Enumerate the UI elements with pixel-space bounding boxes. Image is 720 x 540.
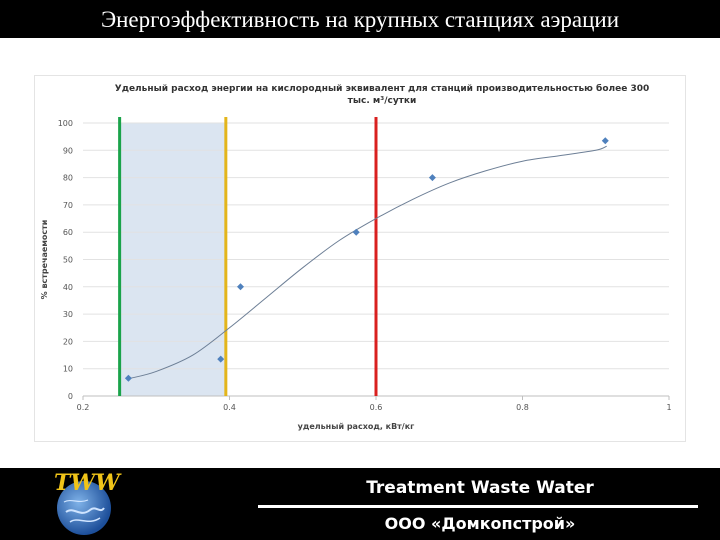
slide-title: Энергоэффективность на крупных станциях …	[100, 7, 620, 32]
footer-bar	[0, 468, 720, 540]
x-tick-label: 0.4	[223, 403, 236, 412]
header-bar	[0, 0, 720, 38]
data-point	[352, 228, 360, 236]
chart-title-line1: Удельный расход энергии на кислородный э…	[114, 84, 650, 94]
y-tick-label: 30	[63, 310, 73, 319]
y-axis-label: % встречаемости	[40, 220, 49, 300]
y-tick-label: 100	[58, 119, 73, 128]
brand-name: Treatment Waste Water	[366, 478, 594, 498]
footer-divider	[258, 505, 698, 508]
y-tick-label: 50	[63, 256, 73, 265]
data-point	[601, 137, 609, 145]
data-point	[428, 174, 436, 182]
chart-title-line2: тыс. м³/сутки	[347, 96, 417, 106]
chart-svg: 0 10 20 30 40 50 60 70 80 90 100 0.2 0.4 0.6 0.8 1 удель…	[40, 117, 672, 431]
data-point	[124, 374, 132, 382]
y-tick-label: 0	[68, 392, 73, 401]
y-tick-label: 20	[63, 337, 73, 346]
y-tick-label: 70	[63, 201, 73, 210]
trend-line	[130, 145, 607, 379]
x-tick-label: 0.8	[516, 403, 529, 412]
x-tick-label: 1	[666, 403, 671, 412]
y-tick-label: 10	[63, 365, 73, 374]
y-tick-label: 90	[63, 146, 73, 155]
data-point	[236, 283, 244, 291]
data-point	[217, 355, 225, 363]
x-axis-label: удельный расход, кВт/кг	[298, 422, 415, 431]
company-name: ООО «Домкопстрой»	[384, 514, 576, 533]
x-tick-label: 0.6	[370, 403, 383, 412]
logo-text: TWW	[54, 470, 120, 496]
x-tick-label: 0.2	[77, 403, 90, 412]
y-tick-label: 80	[63, 174, 73, 183]
y-tick-label: 60	[63, 228, 73, 237]
chart-container: Удельный расход энергии на кислородный э…	[34, 75, 686, 442]
chart-title: Удельный расход энергии на кислородный э…	[107, 83, 657, 107]
tww-logo	[57, 481, 111, 535]
y-tick-label: 40	[63, 283, 73, 292]
